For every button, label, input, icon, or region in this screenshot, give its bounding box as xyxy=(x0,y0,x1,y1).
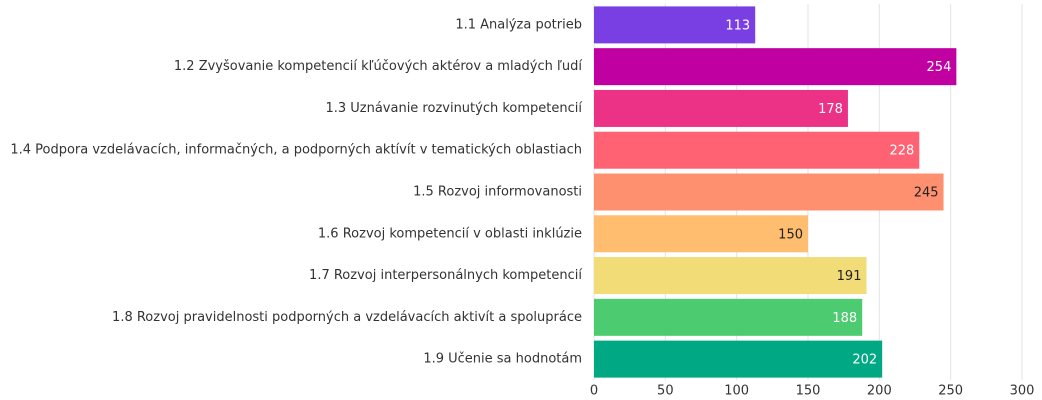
bar xyxy=(594,257,866,294)
y-tick-label: 1.2 Zvyšovanie kompetencií kľúčových akt… xyxy=(174,59,582,74)
value-label: 188 xyxy=(832,311,857,326)
y-tick-label: 1.8 Rozvoj pravidelnosti podporných a vz… xyxy=(112,310,582,325)
y-tick-label: 1.5 Rozvoj informovanosti xyxy=(413,185,582,200)
x-tick-label: 100 xyxy=(724,384,749,399)
bar xyxy=(594,299,862,336)
x-tick-label: 300 xyxy=(1010,384,1035,399)
value-label: 150 xyxy=(778,227,803,242)
x-tick-label: 250 xyxy=(938,384,963,399)
y-tick-label: 1.1 Analýza potrieb xyxy=(455,17,582,32)
bar xyxy=(594,48,956,85)
value-label: 178 xyxy=(818,102,843,117)
y-tick-label: 1.6 Rozvoj kompetencií v oblasti inklúzi… xyxy=(318,226,582,241)
value-label: 228 xyxy=(889,144,914,159)
value-label: 113 xyxy=(725,18,750,33)
bar xyxy=(594,90,848,127)
x-tick-label: 0 xyxy=(590,384,598,399)
bar xyxy=(594,132,919,169)
x-tick-label: 50 xyxy=(657,384,674,399)
y-tick-label: 1.3 Uznávanie rozvinutých kompetencií xyxy=(325,101,582,116)
y-tick-label: 1.9 Učenie sa hodnotám xyxy=(423,352,582,367)
value-label: 191 xyxy=(837,269,862,284)
bar xyxy=(594,215,808,252)
value-label: 245 xyxy=(914,186,939,201)
value-label: 202 xyxy=(852,353,877,368)
bar xyxy=(594,174,944,211)
value-label: 254 xyxy=(927,60,952,75)
bar xyxy=(594,341,882,378)
x-tick-label: 150 xyxy=(796,384,821,399)
x-tick-label: 200 xyxy=(867,384,892,399)
chart: 0 50 100 150 200 250 300 1.1 Analýza potrieb 113… xyxy=(0,0,1042,400)
y-tick-label: 1.4 Podpora vzdelávacích, informačných, … xyxy=(10,143,582,158)
y-tick-label: 1.7 Rozvoj interpersonálnych kompetencií xyxy=(309,268,582,283)
